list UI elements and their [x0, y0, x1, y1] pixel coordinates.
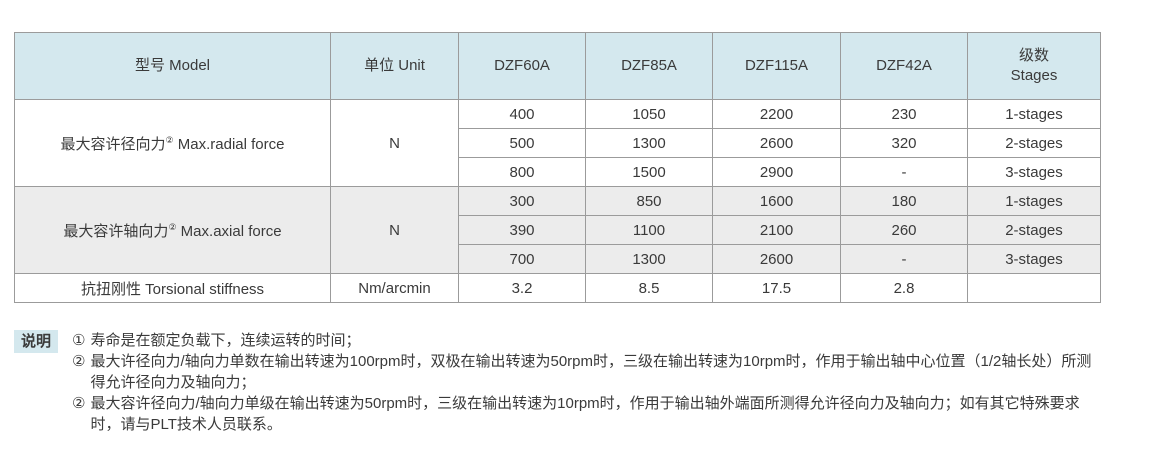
- note-number: ①: [72, 332, 86, 349]
- value-cell: 800: [458, 157, 586, 187]
- value-cell: 260: [840, 215, 968, 245]
- note-item: ② 最大许径向力/轴向力单数在输出转速为100rpm时，双极在输出转速为50rp…: [72, 351, 1102, 393]
- note-text: 寿命是在额定负载下，连续运转的时间；: [90, 332, 361, 349]
- axial-force-label-en: Max.axial force: [176, 222, 282, 240]
- value-cell: 850: [585, 186, 713, 216]
- unit-cell: N: [330, 186, 459, 274]
- value-cell: 2600: [712, 244, 841, 274]
- note-list: ① 寿命是在额定负载下，连续运转的时间； ② 最大许径向力/轴向力单数在输出转速…: [72, 330, 1102, 435]
- value-cell: 230: [840, 99, 968, 129]
- note-item: ① 寿命是在额定负载下，连续运转的时间；: [72, 330, 1102, 351]
- value-cell: 320: [840, 128, 968, 158]
- value-cell: 1500: [585, 157, 713, 187]
- notes-section: 说明 ① 寿命是在额定负载下，连续运转的时间； ② 最大许径向力/轴向力单数在输…: [14, 330, 1124, 435]
- value-cell: 2900: [712, 157, 841, 187]
- value-cell: 1100: [585, 215, 713, 245]
- stage-cell: 1-stages: [967, 186, 1101, 216]
- value-cell: 390: [458, 215, 586, 245]
- value-cell: 8.5: [585, 273, 713, 303]
- stages-header-cn: 级数: [1018, 46, 1049, 64]
- value-cell: 2100: [712, 215, 841, 245]
- stage-cell: 3-stages: [967, 244, 1101, 274]
- value-cell: 1300: [585, 244, 713, 274]
- unit-cell: Nm/arcmin: [330, 273, 459, 303]
- note-ref-superscript: ②: [165, 134, 174, 145]
- radial-force-label-cn: 最大容许径向力: [60, 135, 166, 153]
- column-header-stages: 级数 Stages: [967, 32, 1101, 100]
- axial-force-label: 最大容许轴向力② Max.axial force: [14, 186, 331, 274]
- stage-cell: [967, 273, 1101, 303]
- column-header-model: 型号 Model: [14, 32, 331, 100]
- value-cell: 400: [458, 99, 586, 129]
- value-cell: 3.2: [458, 273, 586, 303]
- header-row: 型号 Model 单位 Unit DZF60A DZF85A DZF115A D…: [14, 32, 1101, 100]
- table-row: 最大容许轴向力② Max.axial force N 300 850 1600 …: [14, 186, 1101, 274]
- value-cell: 700: [458, 244, 586, 274]
- value-cell: -: [840, 157, 968, 187]
- value-cell: 1600: [712, 186, 841, 216]
- table-row: 700 1300 2600 - 3-stages: [15, 244, 1101, 274]
- column-header-dzf85a: DZF85A: [585, 32, 713, 100]
- stage-cell: 3-stages: [967, 157, 1101, 187]
- radial-force-label: 最大容许径向力② Max.radial force: [14, 99, 331, 187]
- column-header-unit: 单位 Unit: [330, 32, 459, 100]
- spec-table: 型号 Model 单位 Unit DZF60A DZF85A DZF115A D…: [14, 32, 1101, 303]
- stage-cell: 2-stages: [967, 215, 1101, 245]
- value-cell: 2200: [712, 99, 841, 129]
- column-header-dzf115a: DZF115A: [712, 32, 841, 100]
- torsional-stiffness-label: 抗扭刚性 Torsional stiffness: [14, 273, 331, 303]
- value-cell: 180: [840, 186, 968, 216]
- table-row: 500 1300 2600 320 2-stages: [15, 128, 1101, 158]
- value-cell: 1050: [585, 99, 713, 129]
- column-header-dzf60a: DZF60A: [458, 32, 586, 100]
- note-number: ②: [72, 395, 86, 412]
- radial-force-label-en: Max.radial force: [173, 135, 285, 153]
- value-cell: 17.5: [712, 273, 841, 303]
- value-cell: -: [840, 244, 968, 274]
- note-number: ②: [72, 353, 86, 370]
- notes-label: 说明: [14, 330, 59, 353]
- value-cell: 2600: [712, 128, 841, 158]
- note-ref-superscript: ②: [168, 221, 177, 232]
- note-item: ② 最大容许径向力/轴向力单级在输出转速为50rpm时，三级在输出转速为10rp…: [72, 393, 1102, 435]
- value-cell: 1300: [585, 128, 713, 158]
- stages-header-en: Stages: [1010, 67, 1058, 84]
- value-cell: 2.8: [840, 273, 968, 303]
- unit-cell: N: [330, 99, 459, 187]
- column-header-dzf42a: DZF42A: [840, 32, 968, 100]
- stage-cell: 2-stages: [967, 128, 1101, 158]
- note-text: 最大容许径向力/轴向力单级在输出转速为50rpm时，三级在输出转速为10rpm时…: [90, 395, 1080, 433]
- table-row: 最大容许径向力② Max.radial force N 400 1050 220…: [14, 99, 1101, 187]
- value-cell: 300: [458, 186, 586, 216]
- table-row: 抗扭刚性 Torsional stiffness Nm/arcmin 3.2 8…: [14, 273, 1101, 303]
- value-cell: 500: [458, 128, 586, 158]
- axial-force-label-cn: 最大容许轴向力: [63, 222, 169, 240]
- note-text: 最大许径向力/轴向力单数在输出转速为100rpm时，双极在输出转速为50rpm时…: [90, 353, 1092, 391]
- stage-cell: 1-stages: [967, 99, 1101, 129]
